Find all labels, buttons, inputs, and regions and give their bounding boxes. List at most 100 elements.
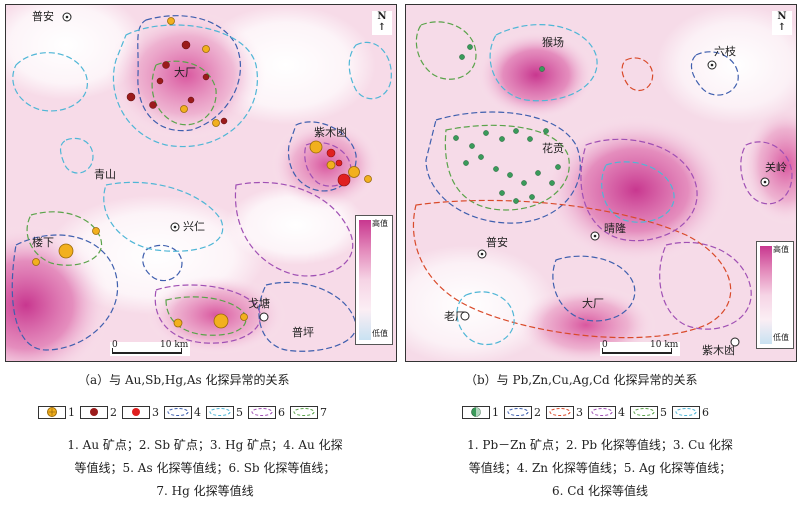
place-label-dachang: 大厂 bbox=[174, 66, 196, 79]
pbzn-point bbox=[549, 180, 555, 186]
legend-b: 1 2 3 4 5 6 bbox=[462, 402, 714, 422]
pbzn-point bbox=[469, 143, 475, 149]
colorbar-high-label: 高值 bbox=[372, 219, 388, 228]
as-contour bbox=[103, 181, 224, 252]
cd-contour bbox=[601, 161, 675, 223]
place-label-qinglong: 晴隆 bbox=[604, 222, 626, 235]
zn-contour bbox=[580, 138, 698, 242]
legend-item-as-contour: 5 bbox=[206, 405, 246, 419]
hg-contour bbox=[26, 211, 103, 266]
sb-point bbox=[149, 101, 157, 109]
legend-a: 1 2 3 4 5 6 7 bbox=[38, 402, 332, 422]
au-contour bbox=[11, 234, 119, 351]
au-point bbox=[173, 318, 183, 328]
au-point bbox=[240, 313, 248, 321]
as-contour bbox=[348, 41, 392, 100]
sb-point bbox=[181, 40, 191, 50]
anomaly-high-zimuyong bbox=[271, 120, 381, 210]
sb-contour bbox=[234, 181, 354, 277]
place-label-puping: 普坪 bbox=[292, 326, 314, 339]
ag-contour bbox=[444, 124, 570, 211]
au-point bbox=[92, 227, 100, 235]
anomaly-map-a bbox=[6, 5, 396, 361]
pbzn-point bbox=[459, 54, 465, 60]
as-contour bbox=[59, 137, 94, 174]
as-contour bbox=[12, 52, 88, 112]
anomaly-high-qinglong bbox=[541, 115, 731, 265]
pbzn-point bbox=[555, 164, 561, 170]
cu-contour bbox=[621, 57, 654, 91]
pbzn-point bbox=[467, 44, 473, 50]
cu-contour bbox=[412, 199, 732, 339]
description-line: 等值线；4. Zn 化探等值线；5. Ag 化探等值线； bbox=[468, 461, 732, 475]
pbzn-point bbox=[483, 130, 489, 136]
north-arrow-icon: ↑ bbox=[377, 22, 387, 33]
pbzn-point bbox=[513, 128, 519, 134]
pbzn-point bbox=[463, 160, 469, 166]
au-point bbox=[213, 313, 229, 329]
zn-contour bbox=[659, 241, 752, 330]
description-line: 1. Pb－Zn 矿点；2. Pb 化探等值线；3. Cu 化探 bbox=[467, 438, 733, 452]
au-point bbox=[180, 105, 188, 113]
pbzn-point bbox=[529, 194, 535, 200]
colorbar-high-label: 高值 bbox=[773, 245, 789, 254]
description-line: 6. Cd 化探等值线 bbox=[552, 484, 648, 498]
sb-contour bbox=[154, 284, 261, 344]
hg-point bbox=[337, 173, 351, 187]
caption-a: （a）与 Au,Sb,Hg,As 化探异常的关系 bbox=[78, 373, 290, 387]
place-label-louxia: 楼下 bbox=[32, 236, 54, 249]
legend-item-sb-contour: 6 bbox=[248, 405, 288, 419]
pbzn-point bbox=[513, 198, 519, 204]
pbzn-point bbox=[535, 170, 541, 176]
legend-item-au-point: 1 bbox=[38, 405, 78, 419]
legend-description-b: 1. Pb－Zn 矿点；2. Pb 化探等值线；3. Cu 化探 等值线；4. … bbox=[412, 434, 788, 503]
caption-b: （b）与 Pb,Zn,Cu,Ag,Cd 化探异常的关系 bbox=[465, 373, 698, 387]
scale-zero: 0 bbox=[112, 340, 118, 350]
sb-point bbox=[220, 117, 228, 125]
legend-item-zn-contour: 4 bbox=[588, 405, 628, 419]
north-label: N bbox=[377, 11, 387, 22]
legend-item-hg-point: 3 bbox=[122, 405, 162, 419]
au-contour bbox=[142, 244, 183, 282]
anomaly-map-b bbox=[406, 5, 796, 361]
scale-zero: 0 bbox=[602, 340, 608, 350]
sb-point bbox=[162, 61, 170, 69]
north-arrow: N ↑ bbox=[772, 11, 792, 35]
pbzn-point bbox=[539, 66, 545, 72]
place-label-huagong: 花贡 bbox=[542, 142, 564, 155]
sb-point bbox=[156, 77, 164, 85]
anomaly-high-south bbox=[146, 275, 286, 355]
anomaly-high-dachang bbox=[106, 10, 266, 140]
description-line: 1. Au 矿点；2. Sb 矿点；3. Hg 矿点；4. Au 化探 bbox=[67, 438, 343, 452]
place-label-dachang: 大厂 bbox=[582, 297, 604, 310]
anomaly-high-guanling bbox=[741, 105, 796, 225]
place-label-puan: 普安 bbox=[32, 10, 54, 23]
map-panel-b: 猴场 六枝 花贡 关岭 晴隆 普安 大厂 老厂 紫木凼 N ↑ 0 10 km … bbox=[405, 4, 797, 362]
city-marker bbox=[460, 311, 470, 321]
legend-item-pb-contour: 2 bbox=[504, 405, 544, 419]
map-panel-a: 普安 大厂 青山 紫木凼 兴仁 楼下 戈塘 普坪 N ↑ 0 10 km 高值 … bbox=[5, 4, 397, 362]
hg-point bbox=[335, 159, 343, 167]
legend-item-cu-contour: 3 bbox=[546, 405, 586, 419]
ag-contour bbox=[415, 21, 477, 80]
legend-description-a: 1. Au 矿点；2. Sb 矿点；3. Hg 矿点；4. Au 化探 等值线；… bbox=[20, 434, 390, 503]
low-zone bbox=[656, 5, 796, 125]
scale-label: 10 km bbox=[160, 340, 189, 350]
legend-item-cd-contour: 6 bbox=[672, 405, 712, 419]
zn-contour bbox=[740, 141, 793, 205]
place-label-houchang: 猴场 bbox=[542, 36, 564, 49]
pbzn-point bbox=[521, 180, 527, 186]
as-contour bbox=[112, 24, 258, 148]
legend-item-au-contour: 4 bbox=[164, 405, 204, 419]
color-bar: 高值 低值 bbox=[756, 241, 794, 349]
place-label-qingshan: 青山 bbox=[94, 168, 116, 181]
au-contour bbox=[258, 281, 357, 352]
pbzn-point bbox=[499, 190, 505, 196]
place-label-guanling: 关岭 bbox=[765, 161, 787, 174]
au-point bbox=[58, 243, 74, 259]
place-label-getang: 戈塘 bbox=[248, 297, 270, 310]
pbzn-point bbox=[499, 136, 505, 142]
colorbar-low-label: 低值 bbox=[372, 329, 388, 338]
north-arrow: N ↑ bbox=[372, 11, 392, 35]
legend-item-ag-contour: 5 bbox=[630, 405, 670, 419]
